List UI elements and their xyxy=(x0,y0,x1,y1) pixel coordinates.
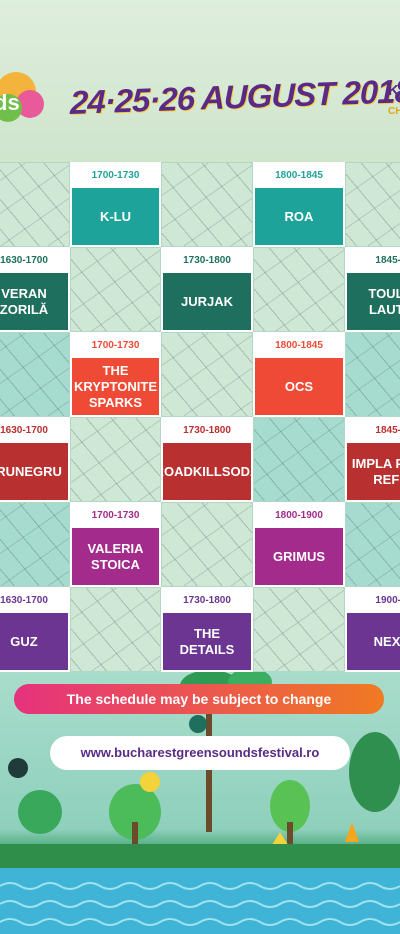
festival-website-link[interactable]: www.bucharestgreensoundsfestival.ro xyxy=(50,736,350,770)
schedule-slot: 1630-1700 GUZ xyxy=(0,587,70,672)
pattern-tile xyxy=(70,247,161,332)
slot-time: 1700-1730 xyxy=(72,334,159,358)
slot-artist: VERAN ZORILĂ xyxy=(0,285,49,317)
svg-text:ds: ds xyxy=(0,90,20,115)
location-line-1: K xyxy=(388,82,399,99)
slot-time: 1845-1 xyxy=(347,419,400,443)
slot-time: 1700-1730 xyxy=(72,164,159,188)
schedule-slot: 1700-1730 THE KRYPTONITE SPARKS xyxy=(70,332,161,417)
schedule-slot: 1845-1 TOULO LAUTR xyxy=(345,247,400,332)
schedule-slot: 1730-1800 THE DETAILS xyxy=(161,587,253,672)
slot-time: 1730-1800 xyxy=(163,249,251,273)
slot-time: 1700-1730 xyxy=(72,504,159,528)
slot-artist: TOULO LAUTR xyxy=(368,285,400,317)
slot-artist: ROADKILLSODA xyxy=(163,463,251,479)
header: ds 24·25·26 AUGUST 2018 K CH xyxy=(0,0,400,162)
schedule-slot: 1630-1700 ORUNEGRU xyxy=(0,417,70,502)
schedule-slot: 1800-1845 ROA xyxy=(253,162,345,247)
slot-time: 1800-1900 xyxy=(255,504,343,528)
slot-time: 1800-1845 xyxy=(255,164,343,188)
pattern-tile xyxy=(70,417,161,502)
pattern-tile xyxy=(70,587,161,672)
schedule-slot: 1800-1845 OCS xyxy=(253,332,345,417)
pattern-tile xyxy=(253,247,345,332)
slot-time: 1900-1 xyxy=(347,589,400,613)
slot-artist: THE KRYPTONITE SPARKS xyxy=(73,362,158,410)
schedule-slot: 1730-1800 ROADKILLSODA xyxy=(161,417,253,502)
pattern-tile xyxy=(345,162,400,247)
pattern-tile xyxy=(253,417,345,502)
pattern-tile xyxy=(161,332,253,417)
festival-dates: 24·25·26 AUGUST 2018 xyxy=(70,72,400,121)
slot-time: 1630-1700 xyxy=(0,589,68,613)
schedule-slot: 1630-1700 VERAN ZORILĂ xyxy=(0,247,70,332)
festival-logo-icon: ds xyxy=(0,72,44,122)
schedule-grid: 1700-1730 K-LU 1800-1845 ROA 1630-1700 V… xyxy=(0,162,400,672)
pattern-tile xyxy=(345,502,400,587)
pattern-tile xyxy=(161,502,253,587)
pattern-tile xyxy=(0,502,70,587)
slot-artist: IMPLA PENT REFU xyxy=(351,455,400,487)
slot-time: 1630-1700 xyxy=(0,249,68,273)
schedule-slot: 1730-1800 JURJAK xyxy=(161,247,253,332)
slot-time: 1730-1800 xyxy=(163,589,251,613)
pattern-tile xyxy=(345,332,400,417)
slot-artist: ROA xyxy=(284,208,314,224)
slot-artist: K-LU xyxy=(99,208,132,224)
location-line-2: CH xyxy=(388,106,400,117)
schedule-slot: 1700-1730 VALERIA STOICA xyxy=(70,502,161,587)
slot-time: 1800-1845 xyxy=(255,334,343,358)
schedule-slot: 1700-1730 K-LU xyxy=(70,162,161,247)
slot-time: 1730-1800 xyxy=(163,419,251,443)
forest-illustration xyxy=(0,672,400,934)
slot-artist: GRIMUS xyxy=(273,548,325,564)
slot-artist: JURJAK xyxy=(180,293,233,309)
pattern-tile xyxy=(253,587,345,672)
schedule-change-notice: The schedule may be subject to change xyxy=(14,684,384,714)
slot-artist: OCS xyxy=(284,378,314,394)
schedule-slot: 1800-1900 GRIMUS xyxy=(253,502,345,587)
pattern-tile xyxy=(0,162,70,247)
slot-time: 1630-1700 xyxy=(0,419,68,443)
pattern-tile xyxy=(161,162,253,247)
slot-time: 1845-1 xyxy=(347,249,400,273)
slot-artist: THE DETAILS xyxy=(179,625,235,657)
pattern-tile xyxy=(0,332,70,417)
schedule-slot: 1845-1 IMPLA PENT REFU xyxy=(345,417,400,502)
slot-artist: ORUNEGRU xyxy=(0,463,62,479)
slot-artist: VALERIA STOICA xyxy=(87,540,144,572)
slot-artist: GUZ xyxy=(10,633,38,649)
